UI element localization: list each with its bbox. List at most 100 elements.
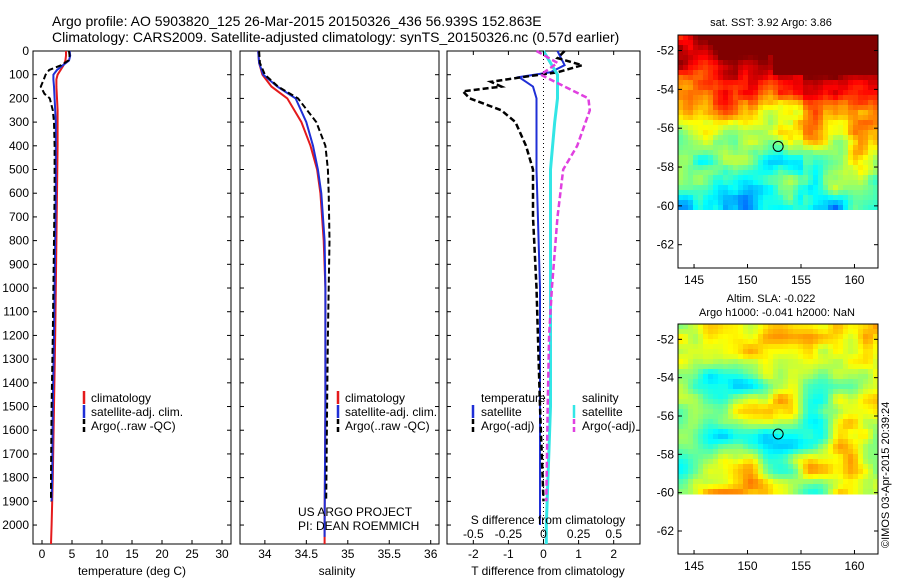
figure-title-line1: Argo profile: AO 5903820_125 26-Mar-2015… (52, 13, 542, 29)
x-tick-label: 25 (185, 547, 199, 561)
legend-argo: Argo(..raw -QC) (345, 419, 430, 433)
sst-map-frame (677, 34, 879, 269)
legend-t-argo: Argo(-adj) (481, 419, 534, 433)
legend-satellite-adj: satellite-adj. clim. (91, 405, 183, 419)
sla-map-frame (677, 323, 879, 555)
lat-tick-label: -56 (657, 409, 675, 423)
s-tick-label: -0.25 (495, 527, 523, 541)
legend-t-satellite: satellite (481, 405, 522, 419)
x-tick-label: 0 (39, 547, 46, 561)
depth-tick-label: 700 (9, 210, 29, 224)
salinity-xlabel: salinity (319, 564, 356, 578)
t-tick-label: 1 (575, 547, 582, 561)
difference-legend-temperature: temperature satellite Argo(-adj) (471, 391, 546, 433)
depth-tick-label: 2000 (2, 518, 29, 532)
sla-map-title-line2: Argo h1000: -0.041 h2000: NaN (699, 307, 855, 319)
legend-argo: Argo(..raw -QC) (91, 419, 176, 433)
temperature-xlabel: temperature (deg C) (78, 564, 186, 578)
depth-tick-label: 1000 (2, 281, 29, 295)
depth-tick-label: 1300 (2, 352, 29, 366)
t-tick-label: 2 (610, 547, 617, 561)
t-tick-label: -1 (503, 547, 514, 561)
x-tick-label: 36 (424, 547, 438, 561)
lon-tick-label: 160 (844, 273, 864, 287)
series-argo-raw-qc- (258, 50, 331, 502)
difference-plot-frame (446, 50, 641, 545)
lat-tick-label: -52 (657, 332, 675, 346)
s-tick-label: 0.5 (605, 527, 622, 541)
lon-tick-label: 150 (738, 273, 758, 287)
x-tick-label: 30 (215, 547, 229, 561)
project-annotation-line1: US ARGO PROJECT (298, 505, 413, 519)
s-tick-label: 0.25 (567, 527, 591, 541)
legend-title-temperature: temperature (481, 391, 546, 405)
series-climatology (257, 50, 327, 544)
depth-tick-label: 1600 (2, 423, 29, 437)
depth-tick-label: 1500 (2, 400, 29, 414)
depth-tick-label: 200 (9, 91, 29, 105)
depth-tick-label: 600 (9, 186, 29, 200)
salinity-legend: climatology satellite-adj. clim. Argo(..… (336, 391, 437, 433)
project-annotation-line2: PI: DEAN ROEMMICH (298, 519, 419, 533)
argo-position-marker (772, 428, 784, 440)
lon-tick-label: 155 (791, 559, 811, 573)
t-tick-label: 0 (540, 547, 547, 561)
depth-tick-label: 1200 (2, 328, 29, 342)
lon-tick-label: 145 (684, 559, 704, 573)
depth-tick-label: 400 (9, 139, 29, 153)
x-tick-label: 35 (341, 547, 355, 561)
depth-tick-label: 100 (9, 68, 29, 82)
depth-tick-label: 0 (22, 44, 29, 58)
difference-legend-salinity: salinity satellite Argo(-adj) (572, 391, 635, 433)
depth-tick-label: 1800 (2, 471, 29, 485)
s-tick-label: 0 (540, 527, 547, 541)
x-tick-label: 15 (125, 547, 139, 561)
legend-climatology: climatology (91, 391, 151, 405)
series-satellite-adj-clim- (257, 50, 327, 537)
x-tick-label: 5 (69, 547, 76, 561)
lat-tick-label: -58 (657, 447, 675, 461)
depth-tick-label: 500 (9, 163, 29, 177)
lat-tick-label: -56 (657, 121, 675, 135)
lat-tick-label: -60 (657, 486, 675, 500)
legend-s-argo: Argo(-adj) (582, 419, 635, 433)
series-t-argo-adj- (460, 50, 587, 502)
sla-map-title-line1: Altim. SLA: -0.022 (727, 293, 816, 305)
series-s-argo-adj- (535, 49, 592, 502)
lat-tick-label: -54 (657, 371, 675, 385)
figure-title-line2: Climatology: CARS2009. Satellite-adjuste… (52, 29, 620, 45)
lon-tick-label: 155 (791, 273, 811, 287)
sst-map-image (678, 35, 878, 210)
x-tick-label: 20 (155, 547, 169, 561)
series-argo-raw-qc- (39, 50, 71, 502)
lat-tick-label: -58 (657, 160, 675, 174)
depth-tick-label: 300 (9, 115, 29, 129)
x-tick-label: 10 (95, 547, 109, 561)
lon-tick-label: 145 (684, 273, 704, 287)
depth-tick-label: 1700 (2, 447, 29, 461)
lat-tick-label: -54 (657, 82, 675, 96)
s-tick-label: -0.5 (463, 527, 484, 541)
depth-tick-label: 800 (9, 234, 29, 248)
depth-tick-label: 1900 (2, 494, 29, 508)
t-difference-xlabel: T difference from climatology (471, 564, 625, 578)
series-s-satellite (542, 50, 559, 544)
temperature-plot-frame (32, 50, 232, 545)
legend-satellite-adj: satellite-adj. clim. (345, 405, 437, 419)
lon-tick-label: 150 (738, 559, 758, 573)
legend-s-satellite: satellite (582, 405, 623, 419)
x-tick-label: 35.5 (378, 547, 402, 561)
s-difference-xlabel: S difference from climatology (471, 513, 626, 527)
series-t-satellite (516, 50, 566, 525)
legend-climatology: climatology (345, 391, 405, 405)
x-tick-label: 34.5 (295, 547, 319, 561)
lat-tick-label: -62 (657, 238, 675, 252)
depth-tick-label: 1100 (3, 305, 29, 319)
temperature-legend: climatology satellite-adj. clim. Argo(..… (82, 391, 183, 433)
sla-map-image (678, 324, 878, 495)
legend-title-salinity: salinity (582, 391, 619, 405)
depth-tick-label: 1400 (2, 376, 29, 390)
sst-map-title: sat. SST: 3.92 Argo: 3.86 (710, 17, 832, 29)
argo-position-marker (772, 140, 784, 152)
